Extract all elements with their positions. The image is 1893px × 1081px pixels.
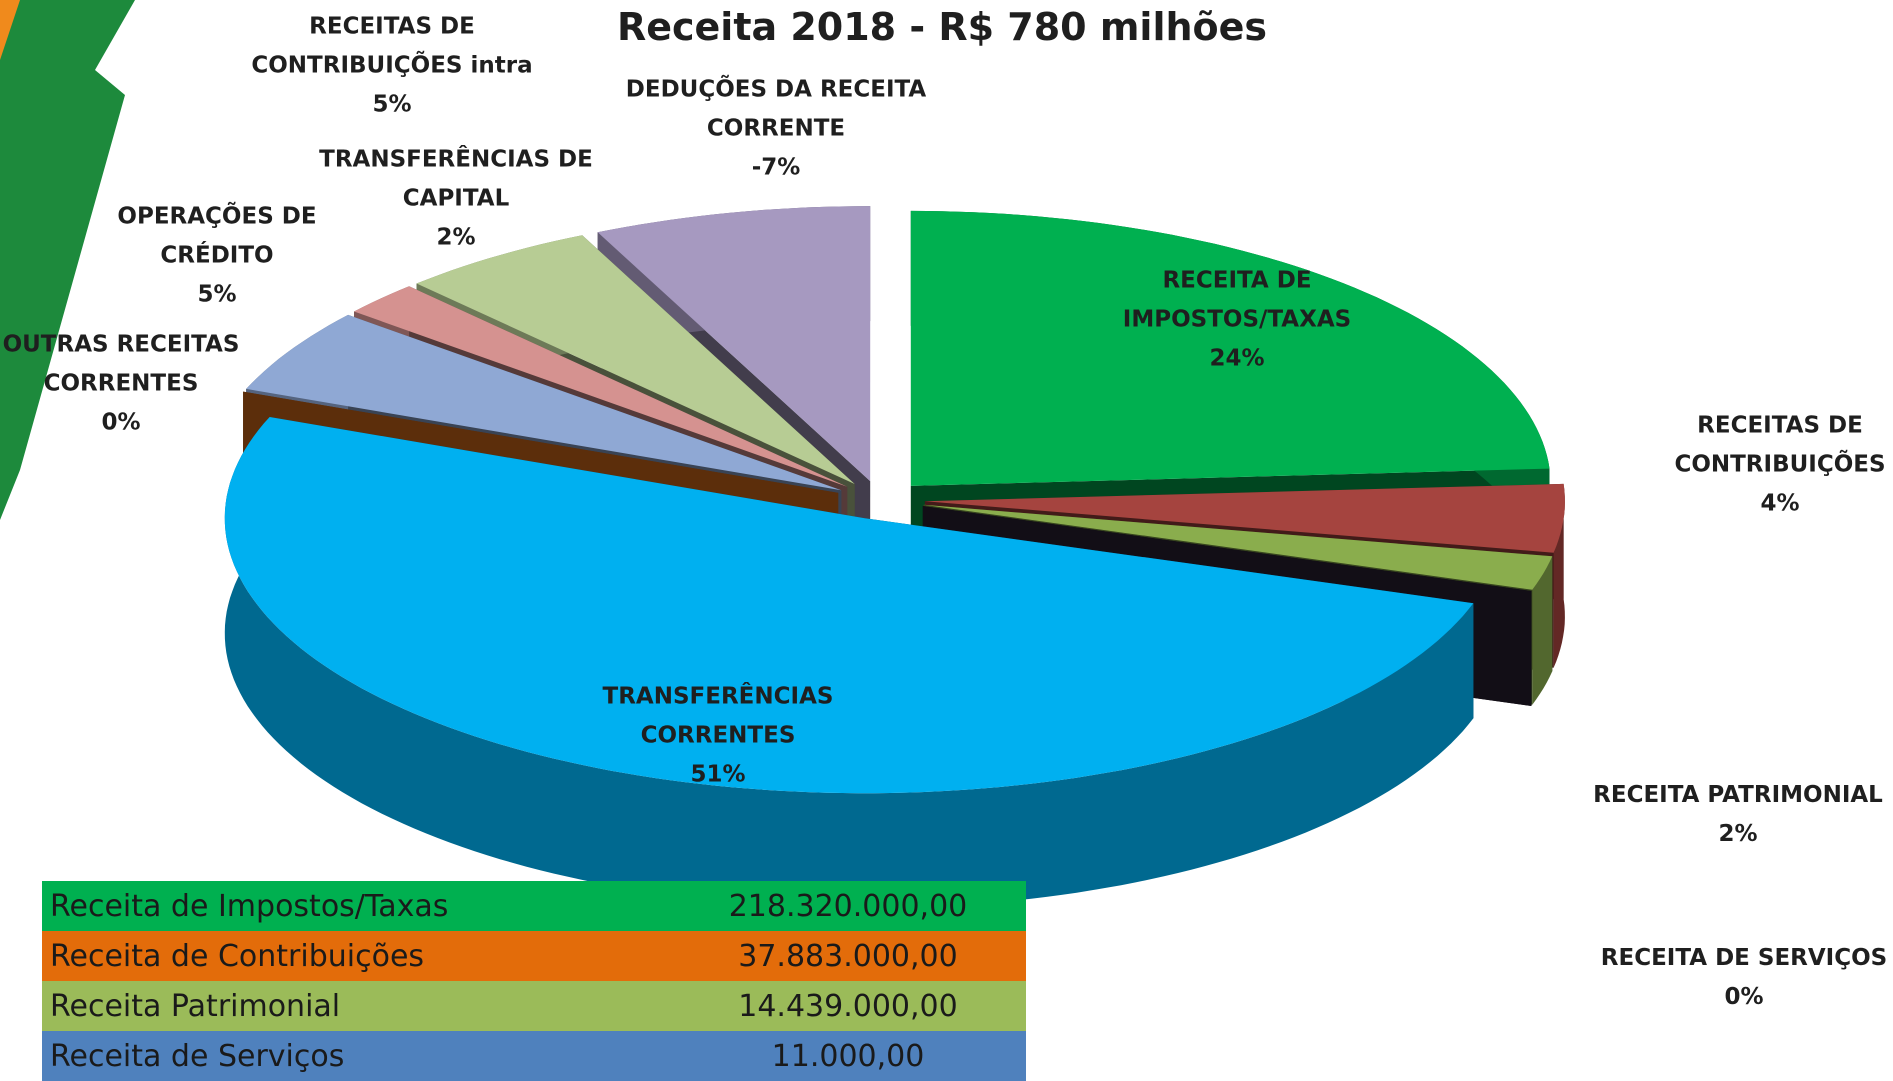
- category-label: RECEITA DE IMPOSTOS/TAXAS: [1097, 262, 1377, 340]
- value-label: 2%: [306, 219, 606, 258]
- table-cell: Receita de Contribuições: [42, 939, 670, 974]
- category-label: TRANSFERÊNCIAS DE CAPITAL: [306, 141, 606, 219]
- table-cell: 218.320.000,00: [670, 889, 1026, 924]
- table-cell: Receita de Impostos/Taxas: [42, 889, 670, 924]
- table-cell: Receita de Serviços: [42, 1039, 670, 1074]
- data-label: DEDUÇÕES DA RECEITA CORRENTE-7%: [596, 71, 956, 188]
- table-cell: Receita Patrimonial: [42, 989, 670, 1024]
- value-label: 4%: [1665, 485, 1893, 524]
- category-label: RECEITA PATRIMONIAL: [1578, 776, 1893, 815]
- category-label: OPERAÇÕES DE CRÉDITO: [107, 198, 327, 276]
- value-label: 0%: [0, 404, 246, 443]
- value-label: 2%: [1578, 815, 1893, 854]
- page: Receita 2018 - R$ 780 milhões RECEITA DE…: [0, 0, 1893, 1081]
- table-cell: 14.439.000,00: [670, 989, 1026, 1024]
- chart-title: Receita 2018 - R$ 780 milhões: [617, 5, 1267, 49]
- table-cell: 11.000,00: [670, 1039, 1026, 1074]
- value-label: 24%: [1097, 340, 1377, 379]
- value-label: 5%: [107, 276, 327, 315]
- value-label: -7%: [596, 149, 956, 188]
- category-label: RECEITAS DE CONTRIBUIÇÕES intra: [232, 8, 552, 86]
- category-label: RECEITA DE SERVIÇOS: [1594, 939, 1893, 978]
- category-label: DEDUÇÕES DA RECEITA CORRENTE: [596, 71, 956, 149]
- value-label: 51%: [588, 756, 848, 795]
- category-label: RECEITAS DE CONTRIBUIÇÕES: [1665, 407, 1893, 485]
- value-label: 5%: [232, 86, 552, 125]
- table-cell: 37.883.000,00: [670, 939, 1026, 974]
- category-label: OUTRAS RECEITAS CORRENTES: [0, 326, 246, 404]
- value-label: 0%: [1594, 978, 1893, 1017]
- category-label: TRANSFERÊNCIAS CORRENTES: [588, 678, 848, 756]
